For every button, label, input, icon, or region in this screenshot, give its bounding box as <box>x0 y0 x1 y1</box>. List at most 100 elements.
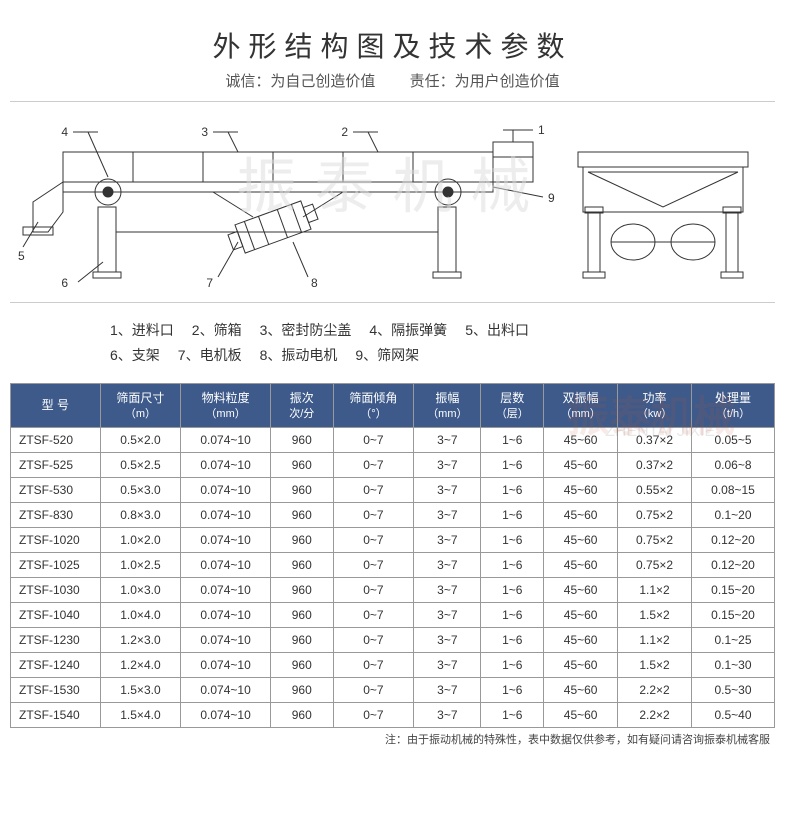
table-cell: 1.0×2.5 <box>100 553 181 578</box>
table-cell: 45~60 <box>544 628 618 653</box>
table-cell: 3~7 <box>414 603 481 628</box>
table-cell: 1~6 <box>481 453 544 478</box>
table-cell: 3~7 <box>414 528 481 553</box>
table-cell: 3~7 <box>414 553 481 578</box>
subtitle: 诚信：为自己创造价值 责任：为用户创造价值 <box>10 70 775 91</box>
table-cell: 960 <box>270 553 333 578</box>
table-cell: 3~7 <box>414 503 481 528</box>
table-cell: 1.2×4.0 <box>100 653 181 678</box>
table-cell: 0.08~15 <box>692 478 775 503</box>
table-cell: 2.2×2 <box>618 703 692 728</box>
table-cell: 0.1~25 <box>692 628 775 653</box>
table-header-cell: 筛面倾角（°） <box>333 384 414 428</box>
table-cell: 2.2×2 <box>618 678 692 703</box>
table-row: ZTSF-10401.0×4.00.074~109600~73~71~645~6… <box>11 603 775 628</box>
table-cell: 1.5×2 <box>618 603 692 628</box>
table-row: ZTSF-10301.0×3.00.074~109600~73~71~645~6… <box>11 578 775 603</box>
table-cell: 0.15~20 <box>692 578 775 603</box>
table-cell: 960 <box>270 453 333 478</box>
callout-3: 3 <box>201 125 208 139</box>
table-cell: 0~7 <box>333 503 414 528</box>
table-cell: 0.1~20 <box>692 503 775 528</box>
table-row: ZTSF-5200.5×2.00.074~109600~73~71~645~60… <box>11 428 775 453</box>
table-row: ZTSF-12301.2×3.00.074~109600~73~71~645~6… <box>11 628 775 653</box>
table-cell: ZTSF-1020 <box>11 528 101 553</box>
table-cell: 45~60 <box>544 503 618 528</box>
table-cell: 960 <box>270 428 333 453</box>
table-cell: 3~7 <box>414 628 481 653</box>
table-cell: 1.1×2 <box>618 578 692 603</box>
table-cell: 0.75×2 <box>618 528 692 553</box>
table-header-row: 型 号筛面尺寸（m）物料粒度（mm）振次次/分筛面倾角（°）振幅（mm）层数（层… <box>11 384 775 428</box>
table-cell: 0.074~10 <box>181 703 271 728</box>
table-cell: 960 <box>270 703 333 728</box>
table-cell: 0.15~20 <box>692 603 775 628</box>
table-cell: 45~60 <box>544 653 618 678</box>
legend-item: 8、振动电机 <box>260 347 338 363</box>
table-cell: 0~7 <box>333 578 414 603</box>
table-row: ZTSF-12401.2×4.00.074~109600~73~71~645~6… <box>11 653 775 678</box>
table-cell: 0~7 <box>333 703 414 728</box>
table-cell: 0.8×3.0 <box>100 503 181 528</box>
table-cell: 1.0×3.0 <box>100 578 181 603</box>
table-cell: 0~7 <box>333 528 414 553</box>
table-row: ZTSF-8300.8×3.00.074~109600~73~71~645~60… <box>11 503 775 528</box>
table-header-cell: 处理量（t/h） <box>692 384 775 428</box>
table-cell: 45~60 <box>544 428 618 453</box>
legend-item: 7、电机板 <box>178 347 242 363</box>
table-cell: 45~60 <box>544 553 618 578</box>
table-row: ZTSF-15301.5×3.00.074~109600~73~71~645~6… <box>11 678 775 703</box>
table-row: ZTSF-5300.5×3.00.074~109600~73~71~645~60… <box>11 478 775 503</box>
table-cell: 960 <box>270 628 333 653</box>
table-cell: 1~6 <box>481 478 544 503</box>
legend-item: 6、支架 <box>110 347 160 363</box>
spec-table: 型 号筛面尺寸（m）物料粒度（mm）振次次/分筛面倾角（°）振幅（mm）层数（层… <box>10 383 775 728</box>
subtitle-right: 责任：为用户创造价值 <box>410 73 560 90</box>
table-cell: 0.75×2 <box>618 553 692 578</box>
table-cell: 45~60 <box>544 453 618 478</box>
legend-item: 5、出料口 <box>465 322 529 338</box>
table-cell: 0.074~10 <box>181 678 271 703</box>
table-header-cell: 层数（层） <box>481 384 544 428</box>
table-cell: 1~6 <box>481 428 544 453</box>
table-cell: 0.55×2 <box>618 478 692 503</box>
table-header-cell: 双振幅（mm） <box>544 384 618 428</box>
table-cell: 0~7 <box>333 653 414 678</box>
table-cell: 0.074~10 <box>181 478 271 503</box>
table-cell: 0.05~5 <box>692 428 775 453</box>
table-cell: 0.1~30 <box>692 653 775 678</box>
table-cell: 0~7 <box>333 478 414 503</box>
table-cell: 0.074~10 <box>181 603 271 628</box>
table-cell: 960 <box>270 578 333 603</box>
table-row: ZTSF-10251.0×2.50.074~109600~73~71~645~6… <box>11 553 775 578</box>
table-cell: 0.37×2 <box>618 453 692 478</box>
table-cell: 0.074~10 <box>181 578 271 603</box>
callout-7: 7 <box>206 276 213 290</box>
legend-row-1: 1、进料口2、筛箱3、密封防尘盖4、隔振弹簧5、出料口 <box>110 318 775 343</box>
table-header-cell: 筛面尺寸（m） <box>100 384 181 428</box>
callout-6: 6 <box>61 276 68 290</box>
legend: 1、进料口2、筛箱3、密封防尘盖4、隔振弹簧5、出料口 6、支架 7、电机板 8、振… <box>10 318 775 368</box>
table-cell: 45~60 <box>544 678 618 703</box>
table-cell: 0.5×2.0 <box>100 428 181 453</box>
table-cell: 1~6 <box>481 603 544 628</box>
table-cell: 0.12~20 <box>692 553 775 578</box>
table-cell: 0~7 <box>333 603 414 628</box>
table-cell: 3~7 <box>414 678 481 703</box>
table-cell: 1.5×2 <box>618 653 692 678</box>
table-cell: 1~6 <box>481 678 544 703</box>
table-cell: ZTSF-1530 <box>11 678 101 703</box>
legend-item: 3、密封防尘盖 <box>260 322 352 338</box>
table-row: ZTSF-15401.5×4.00.074~109600~73~71~645~6… <box>11 703 775 728</box>
table-header-cell: 振次次/分 <box>270 384 333 428</box>
table-cell: ZTSF-1540 <box>11 703 101 728</box>
table-cell: 3~7 <box>414 653 481 678</box>
table-cell: 45~60 <box>544 578 618 603</box>
table-cell: 1~6 <box>481 528 544 553</box>
legend-row-2: 6、支架7、电机板8、振动电机9、筛网架 <box>110 343 775 368</box>
table-cell: 45~60 <box>544 703 618 728</box>
table-cell: 0~7 <box>333 453 414 478</box>
table-cell: 0.12~20 <box>692 528 775 553</box>
table-cell: 1~6 <box>481 628 544 653</box>
table-cell: ZTSF-1030 <box>11 578 101 603</box>
